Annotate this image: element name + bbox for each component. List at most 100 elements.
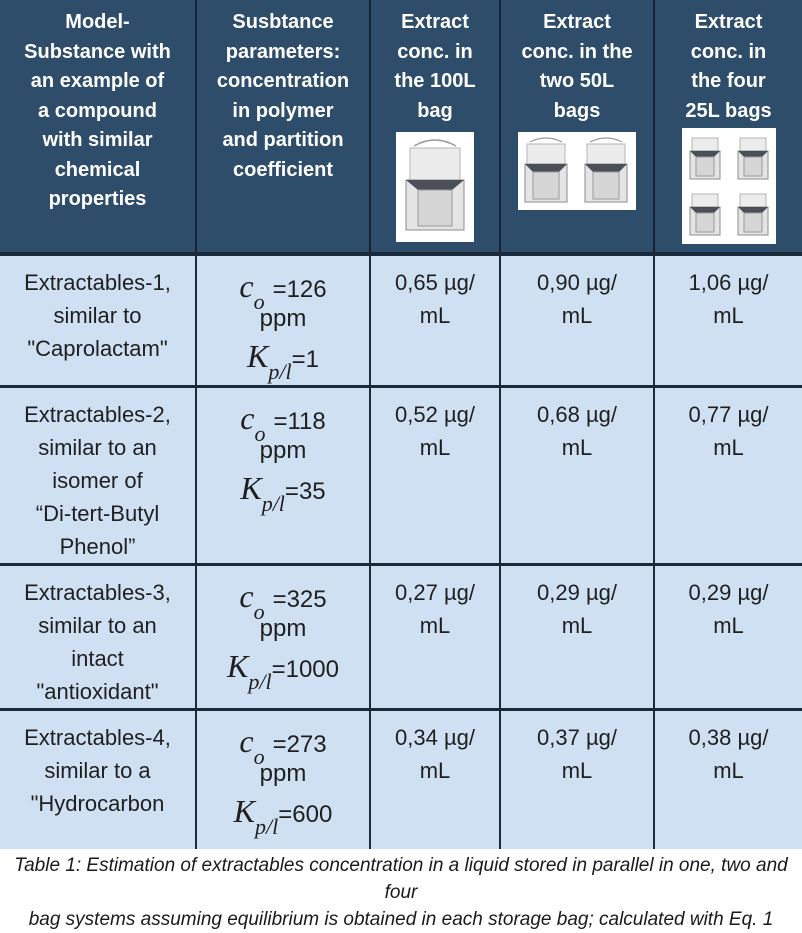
k-subscript: p/l [261,490,285,516]
cell-line: 1,06 µg/ [688,270,769,295]
header-line: bags [553,99,601,122]
co-formula: co =325 [201,579,365,624]
four-bags-image [681,128,776,244]
c-symbol: c [239,722,254,759]
header-line: concentration [216,70,350,92]
two-bags-image [518,132,636,210]
c-subscript: o [253,743,265,769]
cell-line: mL [419,434,451,460]
co-formula: co =118 [201,399,365,446]
header-line: conc. in the [521,40,633,63]
k-subscript: p/l [268,359,292,384]
cell-line: mL [713,612,744,638]
cell-line: mL [419,612,451,638]
cell-line: "antioxidant" [36,678,159,704]
header-line: in polymer [232,99,334,122]
conc-100l-cell: 0,52 µg/ mL [370,384,501,564]
equals-sign: = [272,730,287,758]
header-100l-bag: Extract conc. in the 100L bag [370,0,501,254]
cell-line: mL [561,612,593,638]
cell-line: Extractables-3, [24,579,171,605]
header-four-25l-bags: Extract conc. in the four 25L bags [654,0,802,254]
conc-25l-cell: 1,06 µg/ mL [654,252,802,386]
k-symbol: K [247,338,269,374]
kpl-value: 35 [298,477,326,505]
equals-sign: = [272,585,287,613]
table-row: Extractables-3, similar to an intact "an… [0,562,802,709]
conc-100l-cell: 0,65 µg/ mL [370,252,501,386]
cell-line: "Caprolactam" [27,336,168,361]
parameters-cell: co =325 ppm Kp/l=1000 [196,562,371,709]
header-substance-parameters: Susbtance parameters: concentration in p… [196,0,371,254]
cell-line: mL [713,757,744,783]
parameters-cell: co =126 ppm Kp/l=1 [196,252,371,386]
conc-50l-cell: 0,68 µg/ mL [500,384,655,564]
equals-sign: = [291,346,306,373]
cell-line: Extractables-4, [24,724,171,750]
cell-line: 0,77 µg/ [688,401,769,427]
c-symbol: c [239,268,254,304]
header-line: Substance with [24,40,171,63]
header-line: Extract [694,11,763,33]
cell-line: similar to a [44,757,151,783]
kpl-formula: Kp/l=1 [201,338,365,385]
cell-line: mL [713,434,744,460]
cell-line: similar to an [38,434,157,460]
cell-line: Extractables-1, [24,270,171,295]
model-substance-cell: Extractables-1, similar to "Caprolactam" [0,252,197,386]
header-line: the four [691,70,766,92]
table-caption: Table 1: Estimation of extractables conc… [0,852,802,933]
co-value: 118 [287,407,326,435]
cell-line: 0,27 µg/ [395,579,475,605]
equals-sign: = [278,800,293,828]
conc-100l-cell: 0,27 µg/ mL [370,562,501,709]
cell-line: 0,29 µg/ [537,579,617,605]
table-row: Extractables-1, similar to "Caprolactam"… [0,252,802,386]
conc-100l-cell: 0,34 µg/ mL [370,707,501,849]
kpl-value: 1 [305,346,319,373]
parameters-cell: co =273 ppm Kp/l=600 [196,707,371,849]
co-unit: ppm [259,436,307,464]
co-unit: ppm [259,759,307,787]
cell-line: Phenol” [59,533,136,559]
model-substance-cell: Extractables-2, similar to an isomer of … [0,384,197,564]
conc-50l-cell: 0,37 µg/ mL [500,707,655,849]
cell-line: “Di-tert-Butyl [35,500,160,526]
table-row: Extractables-2, similar to an isomer of … [0,384,802,564]
header-line: the 100L [394,70,476,92]
header-line: Susbtance [232,11,334,33]
co-value: 126 [286,276,327,303]
kpl-value: 600 [292,800,333,828]
cell-line: mL [419,757,451,783]
cell-line: 0,65 µg/ [395,270,475,295]
header-line: Extract [543,11,611,33]
header-line: two 50L [539,70,615,92]
cell-line: 0,90 µg/ [537,270,617,295]
co-value: 273 [286,730,327,758]
extractables-table: Model- Substance with an example of a co… [0,0,802,849]
cell-line: 0,37 µg/ [537,724,617,750]
header-row: Model- Substance with an example of a co… [0,0,802,254]
c-subscript: o [253,289,265,314]
equals-sign: = [271,655,286,683]
extractables-table-container: Model- Substance with an example of a co… [0,0,802,849]
header-line: conc. in [397,40,473,63]
k-symbol: K [227,647,249,684]
header-line: 25L bags [685,99,772,122]
table-row: Extractables-4, similar to a "Hydrocarbo… [0,707,802,849]
kpl-formula: Kp/l=600 [201,794,365,839]
cell-line: mL [561,303,593,328]
conc-25l-cell: 0,29 µg/ mL [654,562,802,709]
c-subscript: o [254,420,266,446]
caption-line: Table 1: Estimation of extractables conc… [14,855,788,903]
conc-50l-cell: 0,29 µg/ mL [500,562,655,709]
cell-line: Extractables-2, [24,401,171,427]
cell-line: isomer of [52,467,143,493]
header-model-substance: Model- Substance with an example of a co… [0,0,197,254]
header-line: with similar [42,129,153,151]
co-value: 325 [286,585,327,613]
kpl-formula: Kp/l=1000 [201,647,365,694]
cell-line: 0,52 µg/ [395,401,475,427]
header-line: properties [48,188,147,210]
c-symbol: c [240,399,255,436]
